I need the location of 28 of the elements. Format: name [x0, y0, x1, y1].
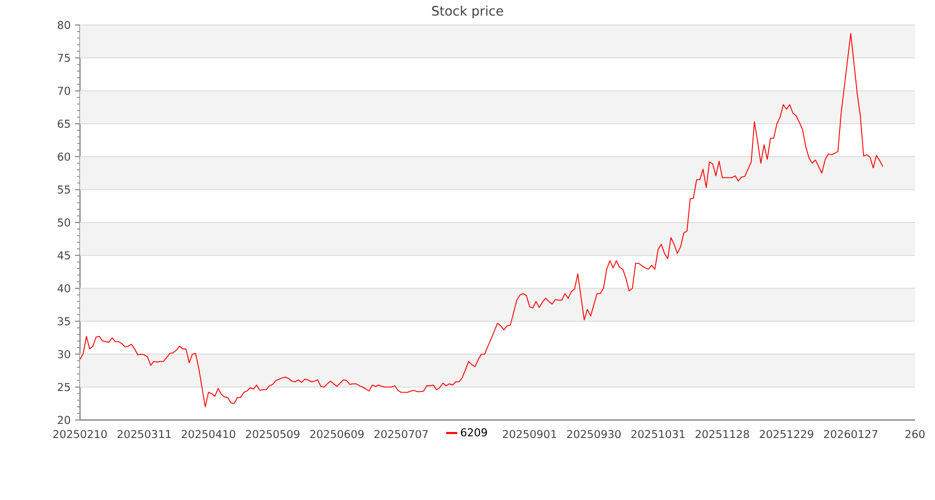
x-tick-label: 20250901 [502, 430, 556, 438]
y-tick-label: 70 [58, 86, 70, 95]
x-tick-label: 20250210 [53, 430, 107, 438]
x-tick-label: 20260127 [824, 430, 878, 438]
x-tick-label: 20251128 [696, 430, 750, 438]
x-tick-label: 20251031 [631, 430, 685, 438]
y-tick-label: 30 [58, 350, 70, 358]
y-tick-label: 25 [58, 382, 70, 392]
legend-label: 6209 [460, 428, 487, 436]
y-tick-label: 35 [58, 317, 70, 326]
y-tick-label: 80 [58, 20, 70, 30]
y-tick-label: 75 [58, 54, 70, 62]
x-tick-label: 260 [905, 430, 925, 438]
y-tick-label: 45 [58, 251, 70, 260]
chart-title: Stock price [432, 6, 504, 18]
x-tick-label: 20250707 [374, 430, 428, 438]
x-tick-label: 20250410 [182, 430, 236, 438]
x-tick-label: 20251229 [760, 430, 814, 438]
y-tick-label: 40 [58, 284, 70, 292]
y-tick-label: 20 [58, 416, 70, 424]
y-tick-label: 50 [58, 218, 70, 227]
x-tick-label: 20250930 [567, 430, 621, 438]
x-tick-label: 20250311 [118, 430, 171, 438]
y-tick-label: 60 [58, 152, 70, 161]
x-tick-label: 20250509 [246, 430, 300, 438]
y-tick-label: 65 [58, 120, 70, 128]
y-tick-label: 55 [58, 186, 70, 194]
x-tick-label: 20250609 [310, 430, 364, 438]
